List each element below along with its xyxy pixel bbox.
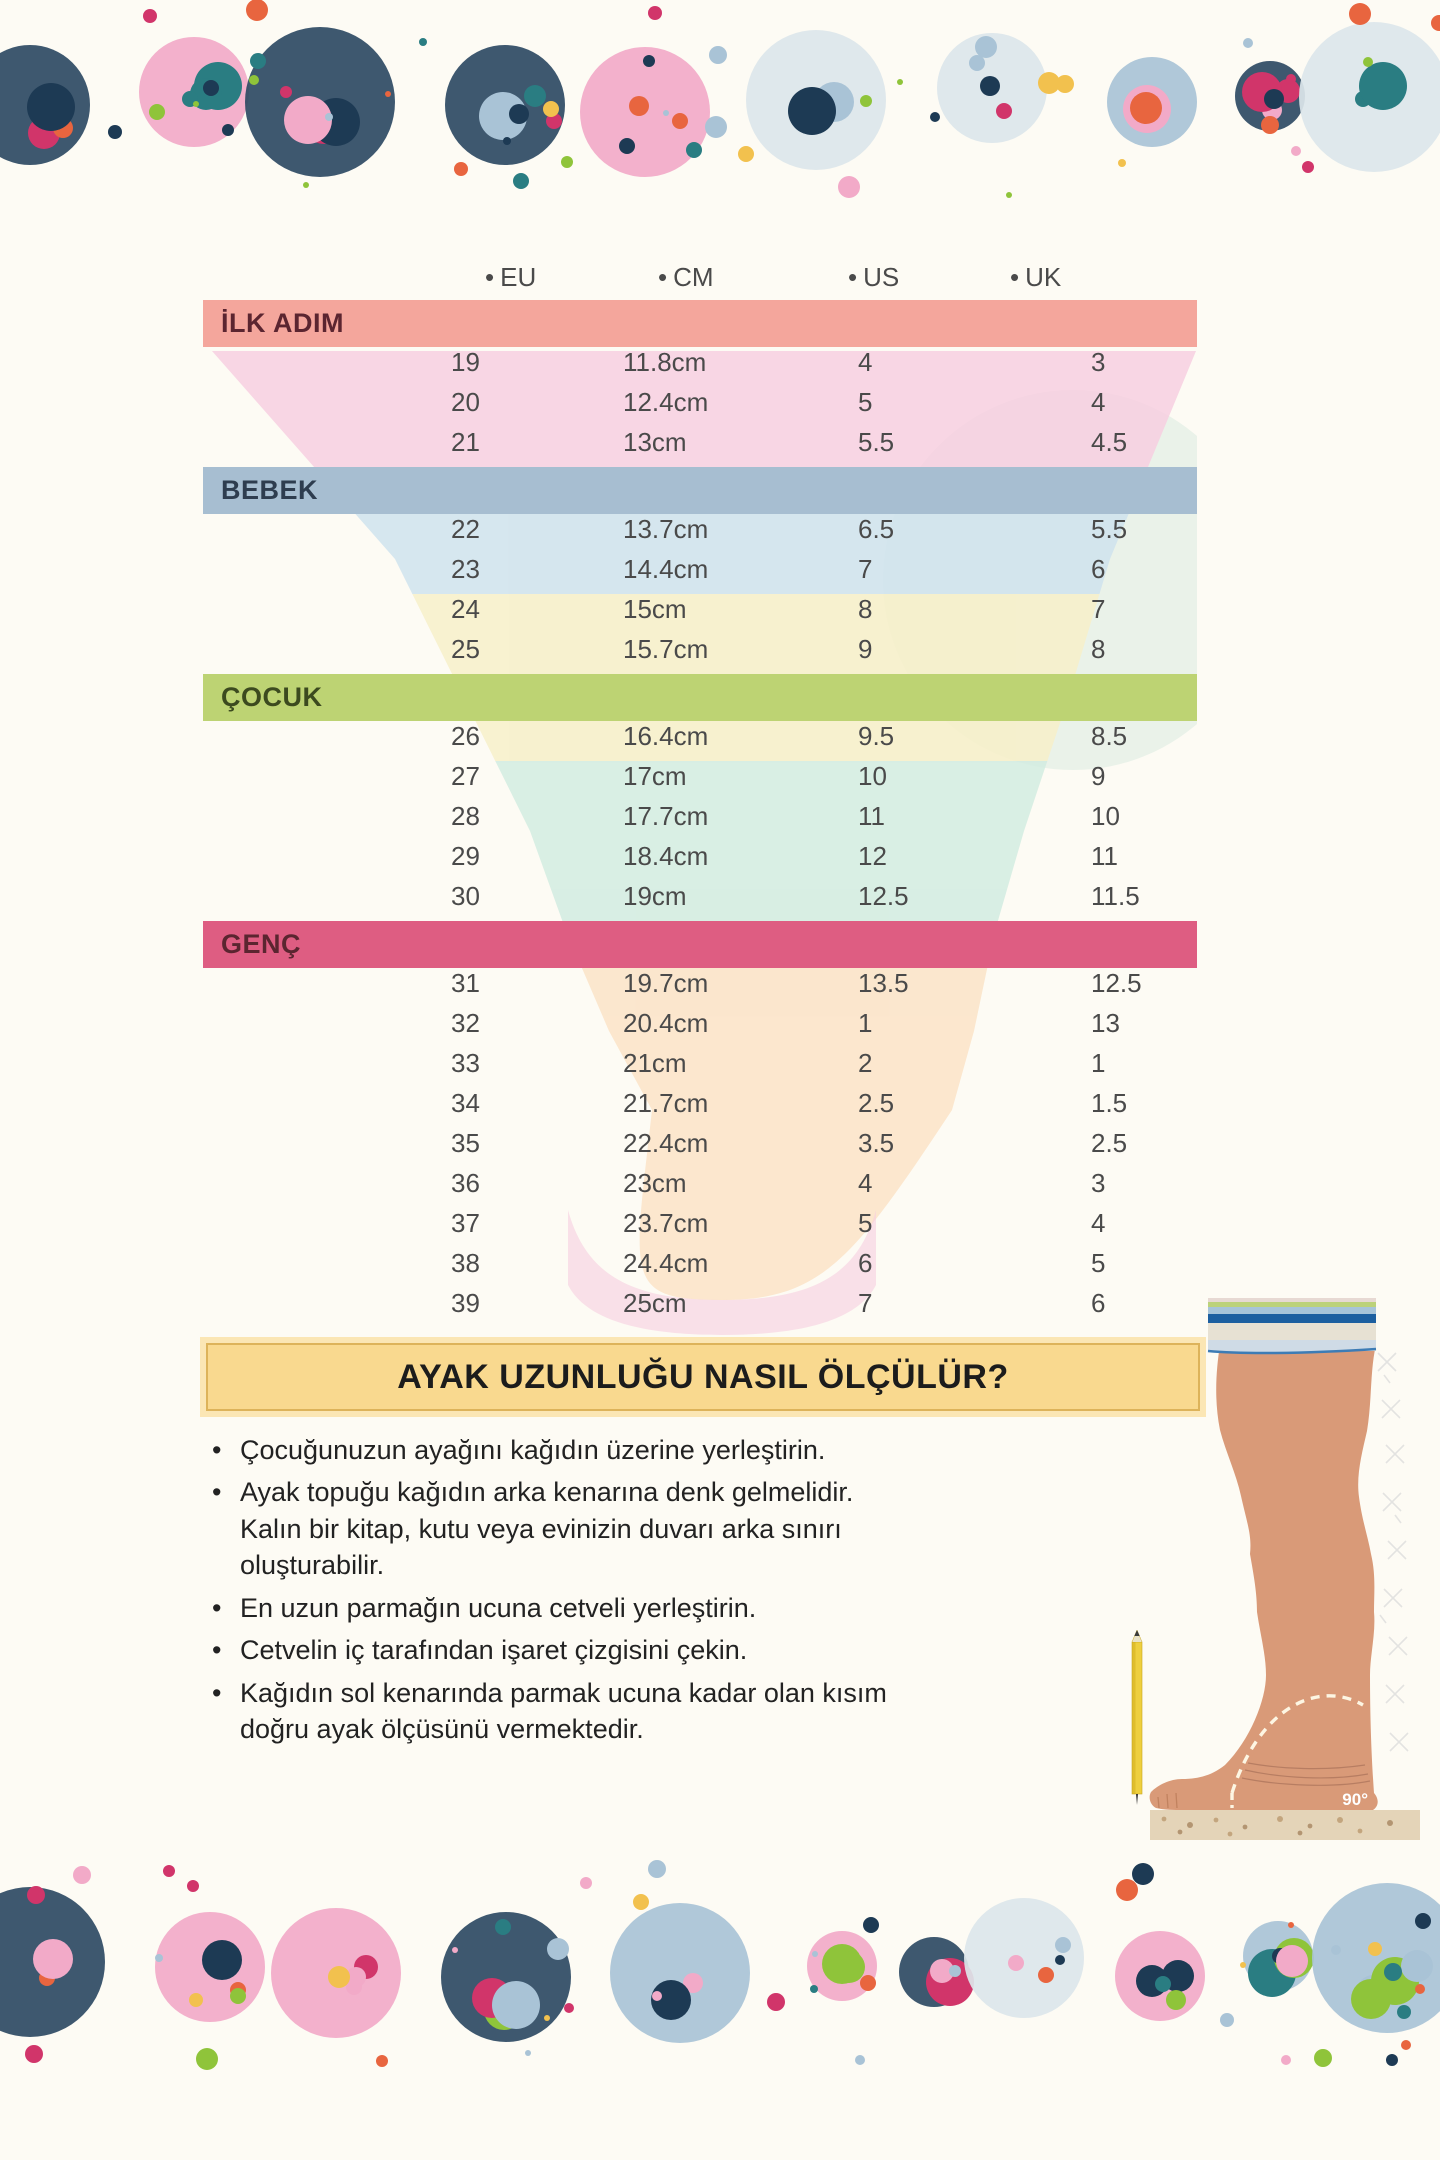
svg-text:90°: 90° [1342, 1790, 1368, 1809]
